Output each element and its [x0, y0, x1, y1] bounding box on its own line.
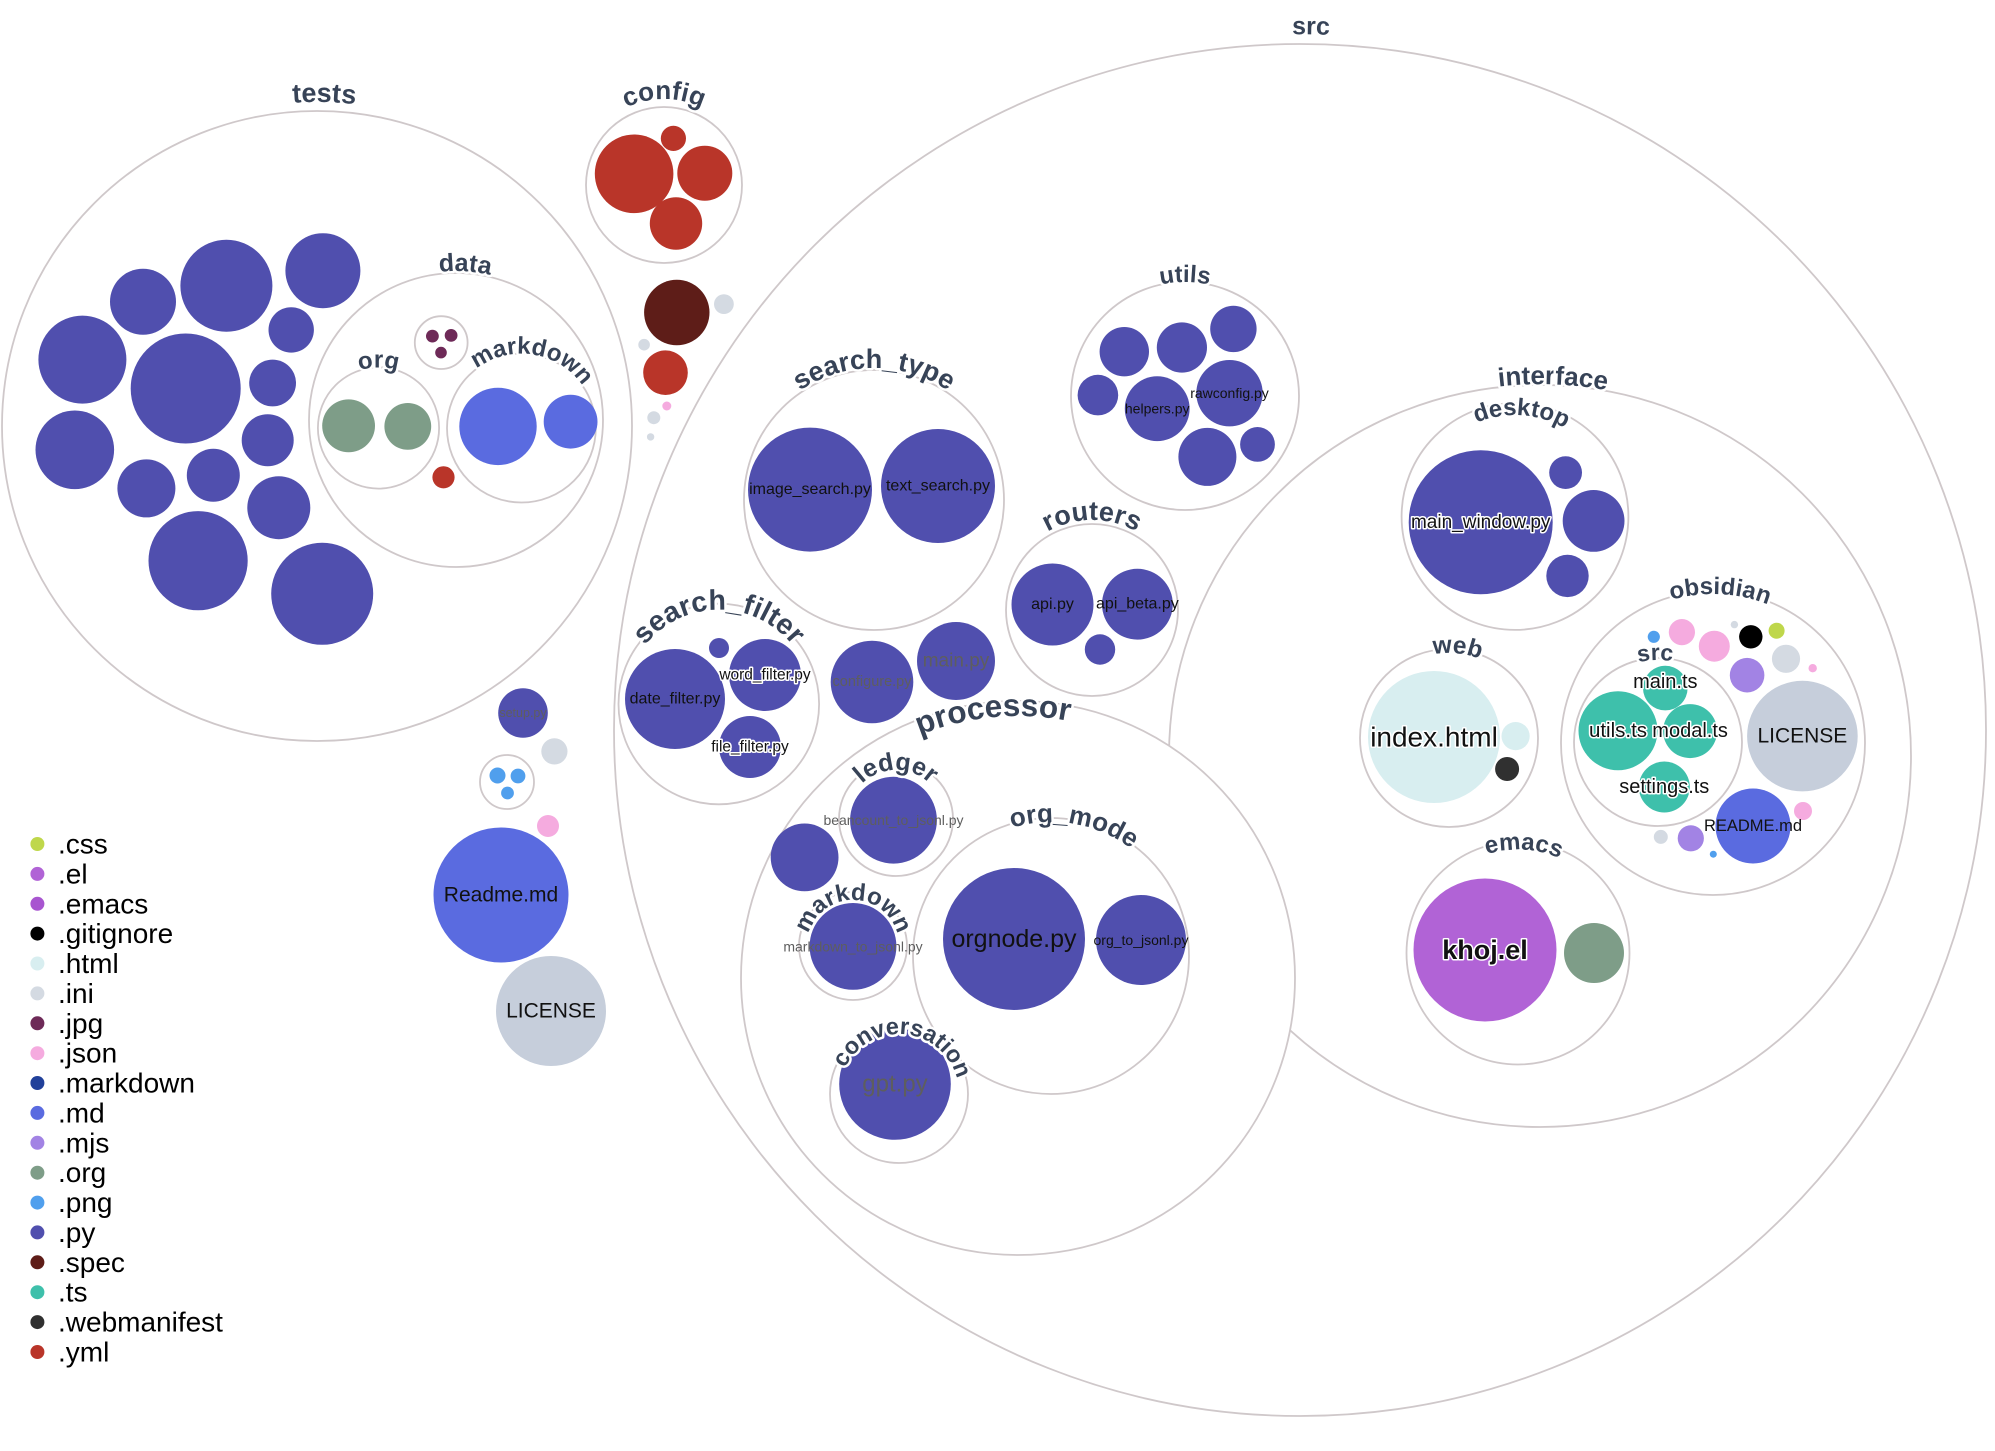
svg-text:.py: .py: [58, 1217, 95, 1248]
svg-text:src: src: [1292, 12, 1330, 41]
svg-text:word_filter.py: word_filter.py: [718, 667, 811, 684]
svg-text:.org: .org: [58, 1157, 106, 1188]
svg-text:Readme.md: Readme.md: [444, 884, 558, 907]
svg-text:data: data: [438, 249, 496, 281]
svg-text:org: org: [355, 346, 401, 376]
svg-text:.md: .md: [58, 1097, 105, 1128]
svg-text:rawconfig.py: rawconfig.py: [1190, 385, 1269, 401]
svg-text:tests: tests: [291, 78, 358, 110]
svg-text:main.ts: main.ts: [1633, 671, 1697, 693]
svg-text:file_filter.py: file_filter.py: [711, 739, 789, 756]
svg-text:modal.ts: modal.ts: [1652, 720, 1728, 742]
svg-text:gpt.py: gpt.py: [862, 1071, 927, 1098]
svg-text:.css: .css: [58, 829, 108, 860]
svg-text:.el: .el: [58, 858, 88, 889]
svg-text:image_search.py: image_search.py: [749, 481, 871, 498]
svg-text:README.md: README.md: [1704, 817, 1802, 835]
svg-text:main.py: main.py: [923, 651, 990, 672]
svg-text:org_to_jsonl.py: org_to_jsonl.py: [1094, 932, 1189, 948]
svg-text:text_search.py: text_search.py: [886, 478, 990, 495]
svg-text:src: src: [1635, 639, 1675, 667]
svg-text:settings.ts: settings.ts: [1619, 776, 1709, 798]
svg-text:api_beta.py: api_beta.py: [1096, 596, 1179, 613]
svg-text:.gitignore: .gitignore: [58, 918, 173, 949]
svg-text:utils.ts: utils.ts: [1589, 719, 1647, 742]
svg-text:.ini: .ini: [58, 978, 94, 1009]
svg-text:setup.py: setup.py: [499, 706, 547, 720]
svg-text:.emacs: .emacs: [58, 888, 148, 919]
svg-text:helpers.py: helpers.py: [1125, 401, 1190, 417]
svg-text:index.html: index.html: [1370, 722, 1498, 753]
svg-text:utils: utils: [1157, 261, 1212, 290]
svg-text:LICENSE: LICENSE: [506, 1000, 596, 1023]
svg-text:.png: .png: [58, 1187, 113, 1218]
svg-text:.webmanifest: .webmanifest: [58, 1307, 223, 1338]
svg-text:.mjs: .mjs: [58, 1127, 109, 1158]
svg-text:LICENSE: LICENSE: [1757, 725, 1847, 748]
svg-text:.ts: .ts: [58, 1277, 88, 1308]
svg-text:date_filter.py: date_filter.py: [630, 691, 721, 708]
svg-text:.html: .html: [58, 948, 119, 979]
svg-text:.jpg: .jpg: [58, 1008, 103, 1039]
svg-text:beancount_to_jsonl.py: beancount_to_jsonl.py: [823, 812, 963, 828]
svg-text:main_window.py: main_window.py: [1411, 512, 1551, 533]
svg-text:.json: .json: [58, 1038, 117, 1069]
svg-text:.spec: .spec: [58, 1247, 125, 1278]
svg-text:khoj.el: khoj.el: [1442, 935, 1528, 965]
svg-text:web: web: [1431, 632, 1486, 665]
svg-text:markdown_to_jsonl.py: markdown_to_jsonl.py: [783, 938, 922, 954]
svg-text:.markdown: .markdown: [58, 1068, 195, 1099]
svg-text:configure.py: configure.py: [833, 674, 913, 690]
svg-text:orgnode.py: orgnode.py: [951, 925, 1077, 953]
svg-text:.yml: .yml: [58, 1337, 109, 1368]
svg-text:api.py: api.py: [1031, 596, 1074, 613]
